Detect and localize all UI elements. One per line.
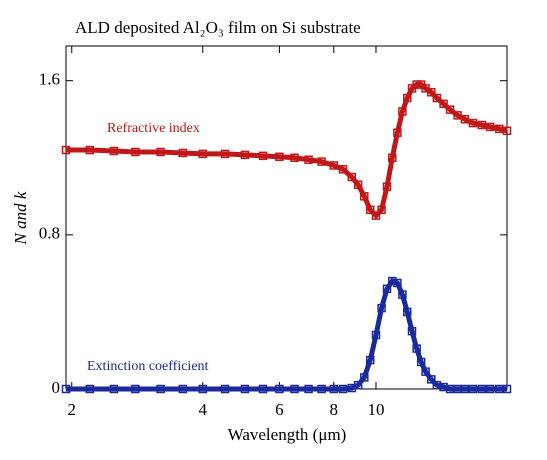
data-point [421, 367, 430, 376]
data-point [240, 384, 250, 394]
x-axis-label: Wavelength (μm) [228, 425, 347, 444]
data-point [477, 120, 487, 130]
data-point [393, 128, 402, 137]
data-point [85, 384, 95, 394]
data-point [258, 151, 268, 161]
data-point [460, 114, 470, 124]
data-point [275, 384, 284, 394]
data-point [412, 344, 421, 353]
data-point [398, 290, 407, 299]
data-point [258, 384, 268, 394]
data-point [427, 375, 436, 384]
data-point [329, 161, 339, 170]
data-point [377, 205, 386, 215]
data-point [360, 373, 369, 382]
data-point [290, 384, 299, 394]
x-tick-label: 4 [199, 400, 208, 419]
data-point [502, 384, 512, 394]
data-point [382, 284, 392, 294]
data-point [445, 105, 455, 114]
data-point [371, 330, 381, 340]
data-point [220, 149, 230, 159]
data-point [502, 126, 512, 136]
data-point [317, 384, 326, 394]
data-point [156, 384, 165, 394]
data-point [178, 384, 188, 394]
data-point [85, 145, 95, 155]
data-point [156, 147, 165, 157]
data-point [353, 180, 363, 189]
data-point [412, 80, 421, 89]
data-point [338, 384, 348, 394]
y-tick-label: 0 [52, 378, 61, 397]
data-point [61, 384, 71, 394]
data-point [382, 182, 392, 191]
data-point [240, 150, 250, 160]
data-point [403, 307, 412, 317]
x-tick-label: 2 [68, 400, 77, 419]
data-point [371, 211, 381, 220]
data-point [109, 384, 119, 394]
data-point [275, 152, 284, 162]
data-point [485, 122, 495, 132]
data-point [198, 384, 208, 394]
data-point [131, 384, 140, 394]
data-point [61, 145, 71, 155]
data-point [393, 278, 402, 288]
data-point [338, 165, 348, 174]
data-point [304, 155, 313, 164]
data-point [290, 153, 299, 163]
data-point [365, 355, 375, 365]
data-point [468, 384, 478, 394]
data-point [377, 303, 386, 313]
data-point [398, 107, 407, 116]
series-label: Refractive index [107, 121, 200, 136]
data-point [109, 146, 119, 156]
data-point [220, 384, 230, 394]
data-point [360, 192, 369, 201]
data-point [388, 276, 397, 286]
data-point [304, 384, 313, 394]
data-point [198, 149, 208, 159]
data-point [365, 205, 375, 215]
data-point [407, 326, 417, 336]
data-point [317, 157, 326, 166]
data-point [329, 384, 339, 394]
x-tick-label: 6 [275, 400, 284, 419]
data-point [131, 147, 140, 157]
data-point [460, 384, 470, 394]
data-point [178, 148, 188, 158]
data-point [477, 384, 487, 394]
data-point [353, 380, 363, 390]
data-point [468, 118, 478, 128]
y-axis-label: N and k [11, 191, 30, 245]
data-point [347, 172, 357, 182]
x-tick-label: 10 [367, 400, 384, 419]
data-point [416, 357, 426, 367]
data-point [432, 93, 442, 103]
series-label: Extinction coefficient [87, 359, 209, 374]
y-tick-label: 1.6 [39, 70, 60, 89]
chart-title: ALD deposited Al₂O₃ film on Si substrate [75, 18, 361, 37]
x-tick-label: 8 [330, 400, 339, 419]
data-point [427, 87, 436, 97]
data-point [439, 99, 448, 109]
y-tick-label: 0.8 [39, 224, 60, 243]
data-point [485, 384, 495, 394]
data-point [388, 153, 397, 163]
data-point [403, 93, 412, 103]
